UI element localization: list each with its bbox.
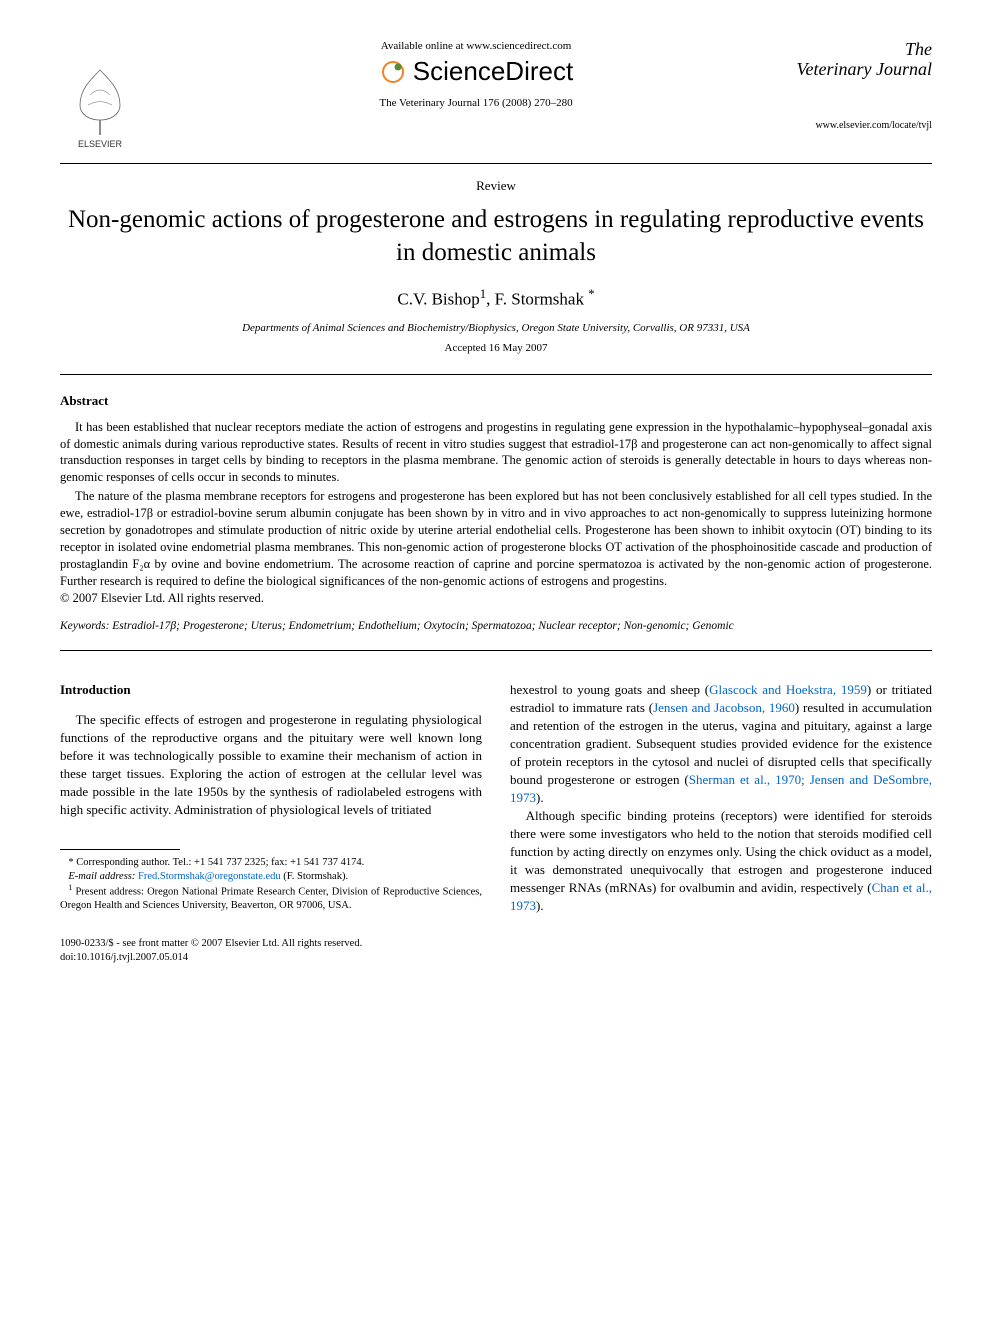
author-1: C.V. Bishop: [397, 290, 479, 309]
email-line: E-mail address: Fred.Stormshak@oregonsta…: [60, 870, 482, 884]
keywords-values: Estradiol-17β; Progesterone; Uterus; End…: [112, 620, 733, 632]
email-label: E-mail address:: [68, 871, 135, 882]
doi-line: doi:10.1016/j.tvjl.2007.05.014: [60, 951, 482, 965]
footnote-separator: [60, 849, 180, 850]
available-online-text: Available online at www.sciencedirect.co…: [180, 40, 772, 52]
article-title: Non-genomic actions of progesterone and …: [60, 204, 932, 269]
present-address-note: 1 Present address: Oregon National Prima…: [60, 883, 482, 913]
right-column: hexestrol to young goats and sheep (Glas…: [510, 681, 932, 964]
header-center: Available online at www.sciencedirect.co…: [180, 40, 772, 109]
intro-para-right-1: hexestrol to young goats and sheep (Glas…: [510, 681, 932, 807]
divider-top: [60, 374, 932, 375]
abstract-copyright: © 2007 Elsevier Ltd. All rights reserved…: [60, 591, 932, 606]
present-address-text: Present address: Oregon National Primate…: [60, 887, 482, 912]
present-address-sup: 1: [68, 883, 72, 892]
author-2: F. Stormshak: [495, 290, 584, 309]
intro-para-left: The specific effects of estrogen and pro…: [60, 711, 482, 819]
introduction-heading: Introduction: [60, 681, 482, 699]
footer-block: 1090-0233/$ - see front matter © 2007 El…: [60, 937, 482, 964]
journal-logo-text: The Veterinary Journal: [772, 40, 932, 80]
abstract-para-1: It has been established that nuclear rec…: [60, 419, 932, 487]
sciencedirect-logo: ScienceDirect: [180, 56, 772, 87]
publisher-logo-block: ELSEVIER: [60, 40, 180, 155]
citation-jensen-1960[interactable]: Jensen and Jacobson, 1960: [653, 700, 795, 715]
left-column: Introduction The specific effects of est…: [60, 681, 482, 964]
body-columns: Introduction The specific effects of est…: [60, 681, 932, 964]
authors-line: C.V. Bishop1, F. Stormshak *: [60, 287, 932, 310]
intro-para-right-2: Although specific binding proteins (rece…: [510, 807, 932, 915]
accepted-date: Accepted 16 May 2007: [60, 342, 932, 354]
footnotes-block: * Corresponding author. Tel.: +1 541 737…: [60, 856, 482, 913]
journal-url: www.elsevier.com/locate/tvjl: [772, 120, 932, 131]
sciencedirect-swoosh-icon: [379, 58, 407, 86]
header-row: ELSEVIER Available online at www.science…: [60, 40, 932, 164]
journal-name-line1: The: [905, 39, 932, 59]
corresponding-author-note: * Corresponding author. Tel.: +1 541 737…: [60, 856, 482, 870]
affiliation: Departments of Animal Sciences and Bioch…: [60, 322, 932, 334]
divider-bottom: [60, 650, 932, 651]
author-1-sup: 1: [480, 287, 486, 301]
email-person: (F. Stormshak).: [283, 871, 348, 882]
keywords-line: Keywords: Estradiol-17β; Progesterone; U…: [60, 620, 932, 632]
citation-glascock[interactable]: Glascock and Hoekstra, 1959: [709, 682, 867, 697]
sciencedirect-text: ScienceDirect: [413, 56, 573, 87]
elsevier-tree-icon: ELSEVIER: [60, 60, 140, 150]
abstract-para-2: The nature of the plasma membrane recept…: [60, 488, 932, 589]
right-para1-a: hexestrol to young goats and sheep (: [510, 682, 709, 697]
right-para1-d: ).: [536, 790, 544, 805]
page-container: ELSEVIER Available online at www.science…: [0, 0, 992, 1004]
right-para2-a: Although specific binding proteins (rece…: [510, 808, 932, 895]
journal-reference: The Veterinary Journal 176 (2008) 270–28…: [180, 97, 772, 109]
right-para2-b: ).: [536, 898, 544, 913]
svg-text:ELSEVIER: ELSEVIER: [78, 139, 123, 149]
journal-name-line2: Veterinary Journal: [797, 59, 932, 79]
keywords-label: Keywords:: [60, 620, 109, 632]
journal-branding: The Veterinary Journal www.elsevier.com/…: [772, 40, 932, 131]
abstract-heading: Abstract: [60, 393, 932, 409]
issn-line: 1090-0233/$ - see front matter © 2007 El…: [60, 937, 482, 951]
article-type-label: Review: [60, 178, 932, 194]
email-address[interactable]: Fred.Stormshak@oregonstate.edu: [138, 871, 281, 882]
author-2-sup: *: [588, 287, 594, 301]
